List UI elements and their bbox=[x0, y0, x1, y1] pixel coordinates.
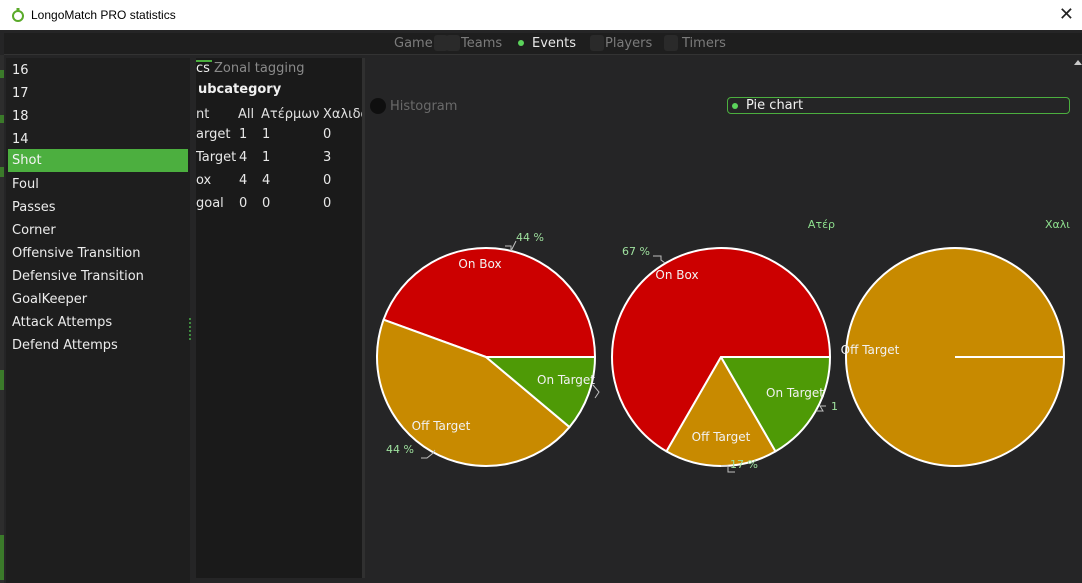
radio-selected-icon bbox=[732, 102, 738, 109]
slice-label: On Box bbox=[655, 268, 698, 282]
title-bar: LongoMatch PRO statistics ✕ bbox=[0, 0, 1082, 30]
pie-chart-label: Pie chart bbox=[746, 98, 804, 113]
cell-team-b: 0 bbox=[323, 196, 332, 211]
tab-teams[interactable]: Teams bbox=[461, 36, 503, 51]
list-item-14[interactable]: 14 bbox=[12, 132, 29, 147]
active-dot-icon bbox=[518, 39, 524, 46]
tab-players[interactable]: Players bbox=[605, 36, 653, 51]
cell-team-a: 1 bbox=[262, 150, 271, 165]
leader-line bbox=[816, 405, 826, 412]
table-row[interactable]: Target 4 1 3 bbox=[196, 146, 362, 169]
slice-label: Off Target bbox=[412, 419, 471, 433]
slice-percent-label: 44 % bbox=[516, 231, 544, 244]
cell-team-a: 4 bbox=[262, 173, 271, 188]
close-icon[interactable]: ✕ bbox=[1058, 4, 1074, 25]
slice-label: On Box bbox=[458, 257, 501, 271]
histogram-label: Histogram bbox=[390, 98, 458, 114]
leader-line bbox=[421, 449, 436, 459]
column-header-all[interactable]: All bbox=[238, 107, 255, 122]
active-tab-indicator bbox=[196, 60, 212, 62]
tab-events[interactable]: Events bbox=[518, 33, 576, 55]
slice-label: On Target bbox=[537, 373, 595, 387]
pie-slice bbox=[376, 318, 571, 468]
longomatch-logo-icon bbox=[12, 8, 24, 22]
tab-timers[interactable]: Timers bbox=[682, 36, 726, 51]
slice-label: Off Target bbox=[841, 343, 900, 357]
tab-separator bbox=[590, 35, 604, 51]
slice-percent-label: 1 bbox=[831, 400, 838, 413]
left-edge-strip bbox=[0, 55, 4, 583]
list-item-goalkeeper[interactable]: GoalKeeper bbox=[12, 292, 88, 307]
leader-line bbox=[653, 255, 666, 264]
pie-charts: On Box 44 % Off Target 44 % On Target On Box 6… bbox=[376, 218, 1070, 473]
column-header-team-b[interactable]: Χαλιδό bbox=[323, 107, 362, 122]
pane-resize-handle[interactable] bbox=[189, 318, 191, 340]
tab-zonal-tagging[interactable]: Zonal tagging bbox=[214, 61, 305, 76]
pie-chart-radio[interactable]: Pie chart bbox=[727, 97, 1070, 114]
slice-percent-label: 17 % bbox=[730, 458, 758, 471]
cell-subcategory: ox bbox=[196, 173, 212, 188]
main-tab-strip: Game Teams Events Players Timers bbox=[4, 33, 1082, 55]
leader-line bbox=[721, 465, 735, 473]
radio-circle-icon bbox=[370, 98, 386, 114]
column-header-team-a[interactable]: Ατέρμων bbox=[261, 107, 320, 122]
histogram-radio[interactable]: Histogram bbox=[370, 97, 457, 115]
list-item-foul[interactable]: Foul bbox=[12, 177, 39, 192]
chart-title: Ατέρ bbox=[808, 218, 835, 231]
list-item-16[interactable]: 16 bbox=[12, 63, 29, 78]
cell-team-a: 0 bbox=[262, 196, 271, 211]
column-header-event[interactable]: nt bbox=[196, 107, 210, 122]
pie-slice bbox=[720, 356, 831, 453]
cell-all: 4 bbox=[239, 173, 248, 188]
table-row[interactable]: goal 0 0 0 bbox=[196, 192, 362, 215]
slice-label: Off Target bbox=[692, 430, 751, 444]
cell-all: 1 bbox=[239, 127, 248, 142]
list-item-18[interactable]: 18 bbox=[12, 109, 29, 124]
chart-title: Χαλι bbox=[1045, 218, 1070, 231]
list-item-defensive-transition[interactable]: Defensive Transition bbox=[12, 269, 144, 284]
list-item-attack-attemps[interactable]: Attack Attemps bbox=[12, 315, 113, 330]
event-category-list: 16 17 18 14 Shot Foul Passes Corner Offe… bbox=[6, 58, 190, 583]
slice-percent-label: 44 % bbox=[386, 443, 414, 456]
cell-all: 4 bbox=[239, 150, 248, 165]
tab-separator bbox=[664, 35, 678, 51]
list-item-17[interactable]: 17 bbox=[12, 86, 29, 101]
leader-line bbox=[592, 384, 600, 399]
pie-slice bbox=[382, 247, 596, 358]
cell-team-b: 0 bbox=[323, 127, 332, 142]
tab-game[interactable]: Game bbox=[394, 36, 433, 51]
tab-events-label: Events bbox=[532, 36, 577, 51]
list-item-offensive-transition[interactable]: Offensive Transition bbox=[12, 246, 141, 261]
tab-separator bbox=[446, 35, 460, 51]
scroll-up-icon[interactable] bbox=[1074, 56, 1082, 70]
table-header: nt All Ατέρμων Χαλιδό bbox=[196, 104, 362, 126]
pie-slice bbox=[611, 247, 831, 453]
list-item-shot[interactable]: Shot bbox=[8, 149, 188, 172]
tab-statistics[interactable]: cs bbox=[196, 61, 210, 76]
subcategory-table-panel: cs Zonal tagging ubcategory nt All Ατέρμ… bbox=[196, 58, 362, 578]
panel-divider[interactable] bbox=[362, 58, 365, 578]
cell-all: 0 bbox=[239, 196, 248, 211]
list-item-passes[interactable]: Passes bbox=[12, 200, 56, 215]
table-row[interactable]: arget 1 1 0 bbox=[196, 123, 362, 146]
table-row[interactable]: ox 4 4 0 bbox=[196, 169, 362, 192]
cell-subcategory: Target bbox=[196, 150, 237, 165]
list-item-corner[interactable]: Corner bbox=[12, 223, 56, 238]
slice-label: On Target bbox=[766, 386, 824, 400]
cell-team-b: 3 bbox=[323, 150, 332, 165]
cell-subcategory: arget bbox=[196, 127, 231, 142]
cell-subcategory: goal bbox=[196, 196, 224, 211]
pie-slice bbox=[485, 356, 596, 429]
subcategory-heading: ubcategory bbox=[198, 82, 282, 97]
window-title: LongoMatch PRO statistics bbox=[31, 8, 176, 22]
cell-team-b: 0 bbox=[323, 173, 332, 188]
list-item-defend-attemps[interactable]: Defend Attemps bbox=[12, 338, 118, 353]
slice-percent-label: 67 % bbox=[622, 245, 650, 258]
cell-team-a: 1 bbox=[262, 127, 271, 142]
tab-separator bbox=[434, 35, 448, 51]
leader-line bbox=[505, 240, 517, 252]
